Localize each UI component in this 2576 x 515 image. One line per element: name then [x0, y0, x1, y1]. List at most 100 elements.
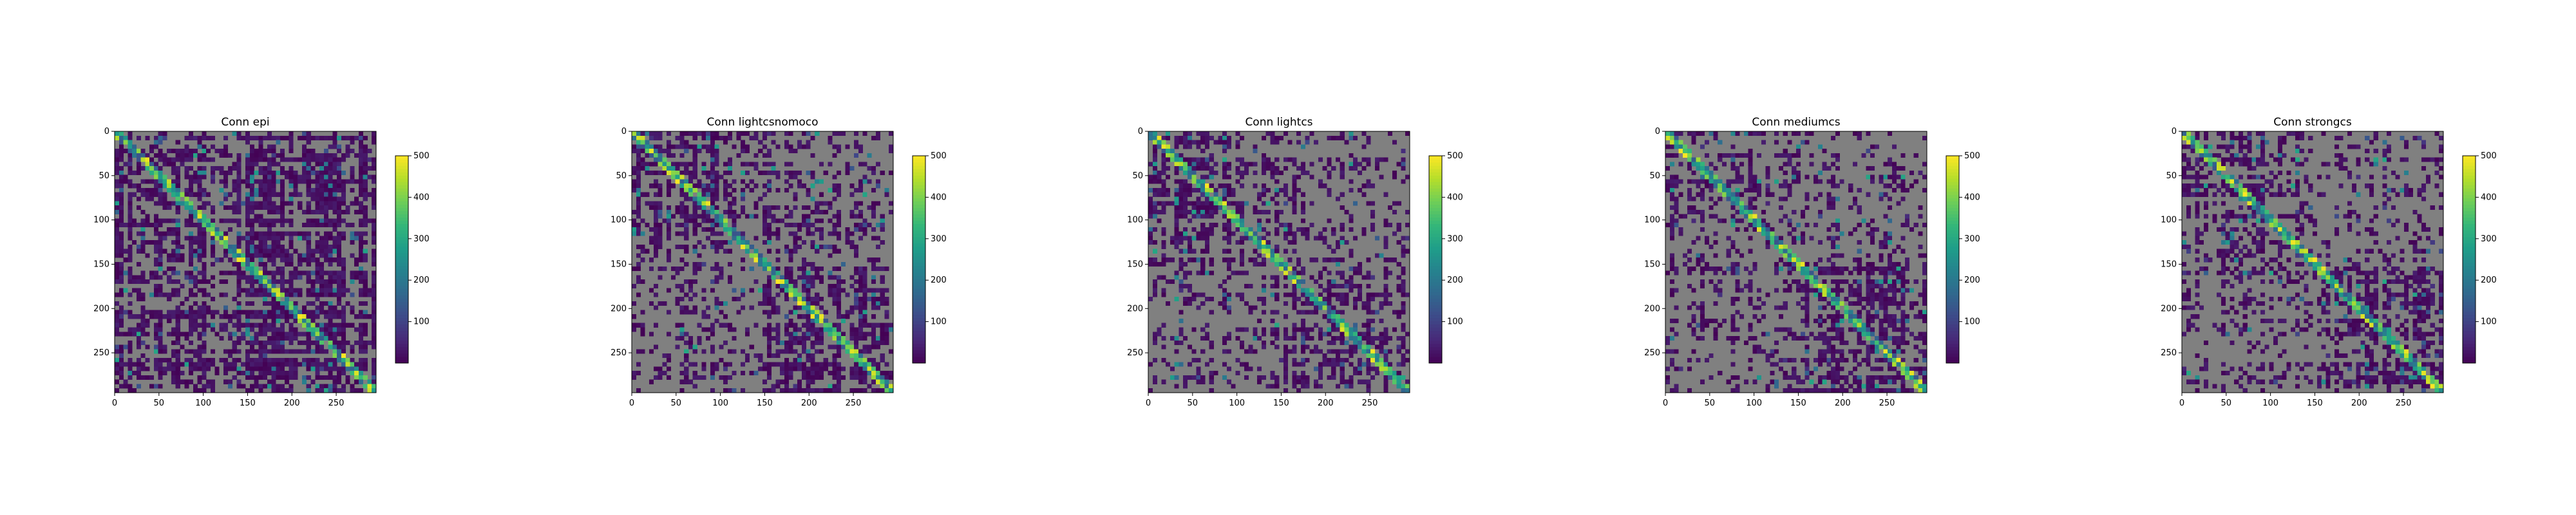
heatmap-cell	[1174, 297, 1179, 302]
heatmap-cell	[115, 205, 120, 211]
heatmap-cell	[1279, 187, 1284, 193]
heatmap-cell	[684, 262, 689, 267]
heatmap-cell	[193, 266, 198, 271]
colorbar-segment	[913, 356, 925, 360]
heatmap-cell	[688, 192, 694, 197]
heatmap-cell	[1292, 248, 1297, 254]
heatmap-cell	[766, 170, 772, 175]
heatmap-cell	[301, 332, 307, 337]
heatmap-cell	[1226, 162, 1231, 167]
heatmap-cell	[280, 218, 285, 223]
heatmap-cell	[319, 340, 325, 345]
heatmap-cell	[363, 205, 368, 211]
heatmap-cell	[323, 236, 328, 241]
heatmap-cell	[1292, 240, 1297, 245]
heatmap-cell	[1353, 349, 1358, 354]
heatmap-cell	[249, 205, 254, 211]
heatmap-cell	[1366, 327, 1371, 332]
heatmap-cell	[263, 174, 268, 180]
heatmap-cell	[372, 279, 377, 285]
heatmap-cell	[1296, 174, 1302, 180]
heatmap-cell	[744, 357, 750, 362]
heatmap-cell	[632, 266, 637, 271]
heatmap-cell	[741, 231, 746, 236]
heatmap-cell	[202, 192, 207, 197]
heatmap-cell	[223, 236, 229, 241]
heatmap-cell	[337, 170, 342, 175]
heatmap-cell	[797, 379, 802, 384]
heatmap-cell	[701, 214, 706, 219]
heatmap-cell	[227, 349, 232, 354]
heatmap-cell	[1383, 292, 1388, 297]
heatmap-cell	[1335, 297, 1341, 302]
heatmap-cell	[867, 179, 872, 184]
heatmap-cell	[819, 332, 824, 337]
heatmap-cell	[123, 223, 128, 228]
heatmap-cell	[758, 301, 763, 306]
heatmap-cell	[332, 166, 337, 171]
heatmap-cell	[1244, 162, 1249, 167]
heatmap-cell	[871, 288, 876, 293]
heatmap-cell	[1370, 275, 1376, 280]
heatmap-cell	[1187, 244, 1192, 249]
heatmap-cell	[753, 153, 759, 158]
heatmap-cell	[889, 209, 894, 214]
heatmap-cell	[306, 279, 311, 285]
heatmap-cell	[193, 209, 198, 214]
heatmap-cell	[675, 170, 680, 175]
heatmap-cell	[337, 297, 342, 302]
heatmap-cell	[1370, 297, 1376, 302]
heatmap-cell	[788, 248, 793, 254]
heatmap-cell	[219, 336, 224, 341]
heatmap-cell	[171, 288, 176, 293]
heatmap-cell	[284, 248, 289, 254]
heatmap-cell	[1374, 310, 1379, 315]
heatmap-cell	[837, 209, 842, 214]
heatmap-cell	[649, 205, 654, 211]
heatmap-cell	[1183, 140, 1188, 145]
heatmap-cell	[706, 336, 711, 341]
heatmap-cell	[1340, 174, 1345, 180]
heatmap-cell	[1183, 131, 1188, 136]
heatmap-cell	[1209, 201, 1214, 206]
heatmap-cell	[862, 318, 867, 324]
heatmap-cell	[153, 362, 158, 367]
heatmap-cell	[202, 135, 207, 140]
heatmap-cell	[267, 236, 272, 241]
heatmap-cell	[180, 253, 185, 258]
heatmap-cell	[258, 179, 263, 184]
heatmap-cell	[202, 362, 207, 367]
heatmap-cell	[1349, 288, 1354, 293]
heatmap-cell	[675, 283, 680, 288]
heatmap-cell	[762, 205, 768, 211]
heatmap-cell	[727, 349, 732, 354]
heatmap-cell	[263, 275, 268, 280]
heatmap-cell	[854, 253, 859, 258]
colorbar-segment	[395, 356, 408, 360]
heatmap-cell	[788, 288, 793, 293]
heatmap-cell	[210, 166, 215, 171]
heatmap-cell	[193, 292, 198, 297]
heatmap-cell	[1209, 223, 1214, 228]
heatmap-cell	[858, 187, 863, 193]
heatmap-cell	[337, 201, 342, 206]
heatmap-cell	[1353, 135, 1358, 140]
heatmap-cell	[771, 297, 776, 302]
heatmap-cell	[1179, 162, 1184, 167]
heatmap-cell	[189, 310, 194, 315]
heatmap-cell	[306, 375, 311, 380]
heatmap-cell	[350, 344, 355, 350]
heatmap-cell	[823, 170, 828, 175]
heatmap-cell	[819, 297, 824, 302]
heatmap-cell	[766, 292, 772, 297]
heatmap-cell	[118, 332, 124, 337]
heatmap-cell	[202, 174, 207, 180]
heatmap-cell	[1309, 275, 1314, 280]
colorbar-segment	[395, 259, 408, 263]
heatmap-cell	[358, 388, 363, 393]
heatmap-cell	[1370, 318, 1376, 324]
heatmap-cell	[875, 201, 880, 206]
heatmap-cell	[854, 340, 859, 345]
heatmap-cell	[132, 183, 137, 189]
heatmap-cell	[289, 196, 294, 201]
